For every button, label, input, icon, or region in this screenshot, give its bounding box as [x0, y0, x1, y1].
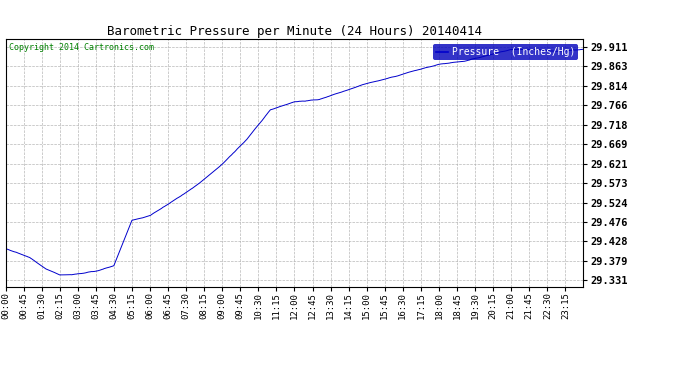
Legend: Pressure  (Inches/Hg): Pressure (Inches/Hg) [433, 44, 578, 60]
Title: Barometric Pressure per Minute (24 Hours) 20140414: Barometric Pressure per Minute (24 Hours… [107, 25, 482, 38]
Text: Copyright 2014 Cartronics.com: Copyright 2014 Cartronics.com [9, 43, 154, 52]
